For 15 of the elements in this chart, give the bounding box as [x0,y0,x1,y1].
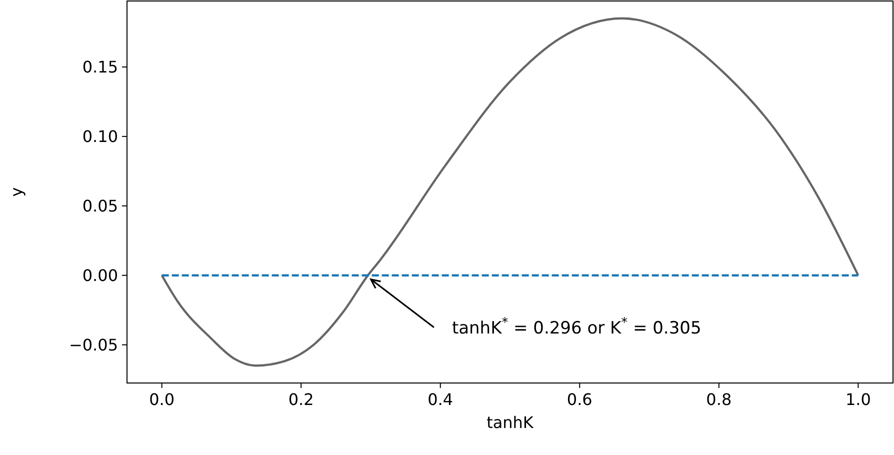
line-series [160,17,860,367]
y-tick-label: 0.05 [82,196,118,216]
x-tick-label: 0.8 [706,390,732,409]
y-axis-title: y [7,187,26,197]
x-tick-label: 0.4 [428,390,454,409]
annotation: tanhK$^{*}$ = 0.296 or K$^{*}$ = 0.305 [452,314,702,338]
y-tick-label: 0.00 [82,266,118,285]
x-tick-label: 0.0 [149,390,175,409]
x-tick-label: 1.0 [845,390,871,409]
y-tick-label: 0.10 [82,127,118,146]
y-tick-label: 0.15 [82,58,118,77]
x-tick-label: 0.2 [288,390,314,409]
y-tick-label: −0.05 [68,335,118,354]
x-axis-title: tanhK [486,413,534,432]
x-tick-label: 0.6 [566,390,592,409]
